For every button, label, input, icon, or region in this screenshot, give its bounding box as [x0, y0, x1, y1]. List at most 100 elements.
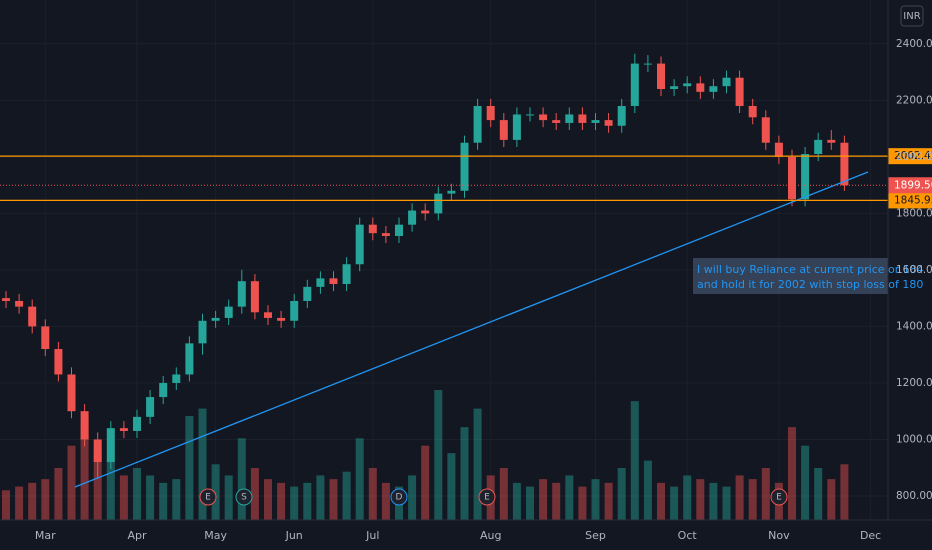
y-tick-label: 1800.00: [896, 207, 932, 219]
candle-body: [264, 312, 272, 318]
volume-bar: [211, 464, 220, 520]
volume-bar: [67, 445, 76, 520]
candle-body: [827, 139, 836, 143]
candle-body: [840, 142, 849, 186]
y-tick-label: 2000.00: [896, 151, 932, 163]
candle-body: [630, 63, 639, 106]
volume-bar: [526, 486, 534, 520]
candle-body: [250, 281, 259, 313]
candle-body: [211, 317, 220, 321]
volume-bar: [447, 453, 456, 520]
candle-body: [578, 114, 587, 123]
candle-body: [722, 77, 731, 87]
volume-bar: [788, 427, 796, 520]
x-tick-label: Oct: [678, 529, 698, 542]
candle-body: [604, 120, 613, 126]
volume-bar: [80, 427, 89, 520]
volume-bar: [277, 482, 286, 520]
volume-bar: [408, 475, 417, 520]
volume-bar: [303, 482, 312, 520]
candle-body: [54, 349, 63, 375]
event-marker[interactable]: [478, 488, 496, 506]
volume-bar: [709, 482, 718, 520]
annotation-box: [693, 258, 888, 294]
volume-bar: [250, 468, 259, 520]
level-label-box: [888, 177, 932, 194]
volume-bar: [683, 475, 692, 520]
candle-body: [486, 105, 495, 121]
volume-bar: [696, 479, 705, 520]
volume-bar: [28, 482, 37, 520]
candle-body: [434, 193, 443, 214]
candle-body: [748, 105, 757, 118]
x-tick-label: Dec: [860, 529, 881, 542]
volume-bar: [604, 482, 613, 520]
volume-bar: [735, 475, 744, 520]
x-tick-label: Nov: [768, 529, 790, 542]
candle-body: [565, 114, 574, 123]
trend-line: [74, 171, 869, 488]
volume-bar: [316, 475, 325, 520]
candle-body: [237, 281, 246, 307]
volume-bar: [630, 401, 639, 520]
y-tick-label: 1400.00: [896, 320, 932, 332]
candle-body: [670, 86, 679, 90]
currency: INR: [903, 11, 920, 22]
candle-body: [591, 120, 600, 123]
candle-body: [119, 428, 128, 431]
event-label: D: [396, 493, 403, 503]
event-marker[interactable]: [770, 488, 788, 506]
annotation-text: and hold it for 2002 with stop loss of 1…: [697, 278, 923, 291]
candle-body: [172, 374, 181, 383]
candle-body: [224, 306, 233, 318]
level-label-box: [888, 192, 932, 209]
volume-bar: [617, 468, 626, 520]
volume-bar: [290, 486, 299, 520]
event-label: E: [776, 493, 782, 503]
volume-bar: [355, 438, 364, 520]
volume-bar: [643, 460, 652, 520]
volume-bar: [133, 468, 141, 520]
volume-bar: [801, 445, 810, 520]
candle-body: [617, 105, 626, 126]
volume-bar: [761, 468, 770, 520]
event-label: S: [241, 493, 247, 503]
candle-body: [381, 233, 390, 236]
candle-body: [277, 317, 286, 321]
events: E S D E E: [199, 488, 788, 506]
volume-bar: [460, 427, 469, 520]
volume-bar: [198, 408, 207, 520]
volume-bar: [512, 482, 521, 520]
candle-body: [15, 300, 24, 307]
currency-box: [900, 5, 924, 27]
volume-bar: [722, 486, 731, 520]
level-label: 1899.50: [894, 179, 932, 191]
x-tick-label: Apr: [127, 529, 147, 542]
candle-body: [761, 117, 770, 143]
level-label: 2002.45: [894, 150, 932, 162]
candle-body: [146, 397, 155, 417]
candle-body: [395, 224, 403, 236]
volume-bar: [15, 486, 24, 520]
x-tick-label: May: [204, 529, 227, 542]
candle-body: [368, 224, 377, 234]
candle-body: [460, 142, 469, 191]
x-tick-label: Jul: [365, 529, 379, 542]
candle-body: [316, 278, 325, 287]
event-marker[interactable]: [235, 488, 253, 506]
candle-body: [709, 86, 718, 92]
candle-body: [290, 300, 299, 321]
volume-bar: [224, 475, 233, 520]
level-label: 1845.95: [894, 194, 932, 206]
candle-body: [774, 142, 783, 157]
event-marker[interactable]: [199, 488, 217, 506]
volume-bar: [237, 438, 246, 520]
candle-body: [788, 156, 796, 200]
volume-bar: [106, 460, 115, 520]
volume-bar: [342, 471, 351, 520]
candle-body: [28, 306, 37, 327]
volume-bar: [146, 475, 155, 520]
event-marker[interactable]: [390, 488, 408, 506]
candle-body: [683, 83, 692, 87]
candle-body: [408, 210, 417, 225]
